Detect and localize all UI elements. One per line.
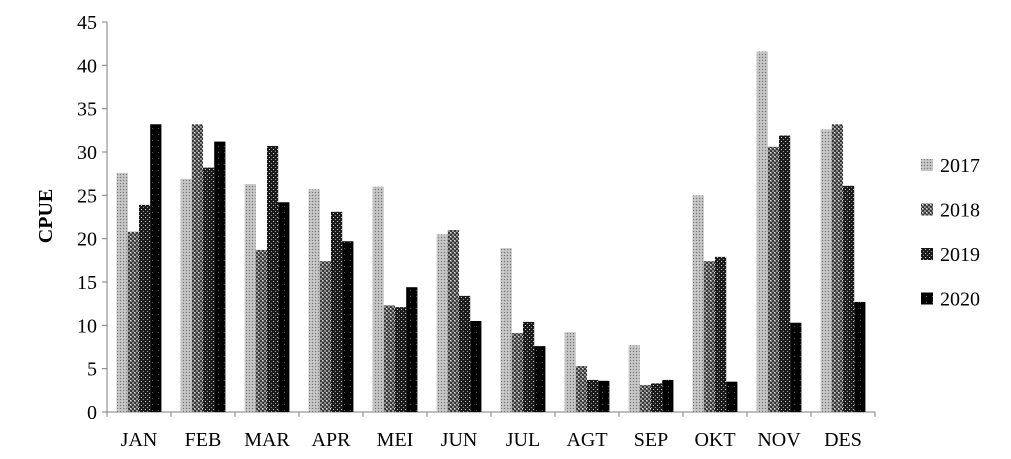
y-tick-label: 30 bbox=[77, 142, 97, 164]
bar-2019-jun bbox=[459, 296, 470, 412]
bar-2020-jan bbox=[150, 124, 161, 412]
x-tick-label: MEI bbox=[377, 429, 414, 451]
bar-2019-feb bbox=[203, 168, 214, 412]
x-tick-label: OKT bbox=[694, 429, 735, 451]
x-tick-label: MAR bbox=[244, 429, 290, 451]
legend-label-2017: 2017 bbox=[940, 155, 980, 177]
bar-2019-des bbox=[843, 186, 854, 412]
bars-layer bbox=[117, 51, 866, 412]
x-tick-label: JAN bbox=[121, 429, 158, 451]
bar-2017-jun bbox=[437, 234, 448, 412]
bar-2019-apr bbox=[331, 212, 342, 412]
bar-2020-okt bbox=[726, 382, 737, 412]
bar-2018-mar bbox=[256, 250, 267, 412]
bar-2018-des bbox=[832, 124, 843, 412]
bar-2018-apr bbox=[320, 261, 331, 412]
bar-2020-jul bbox=[534, 346, 545, 412]
bar-2018-mei bbox=[384, 305, 395, 412]
bar-2020-mar bbox=[278, 202, 289, 412]
y-tick-label: 0 bbox=[87, 402, 97, 424]
bar-2017-mei bbox=[373, 187, 384, 412]
y-axis-title: CPUE bbox=[35, 189, 57, 243]
x-tick-label: SEP bbox=[634, 429, 668, 451]
bar-2018-jul bbox=[512, 333, 523, 412]
x-tick-label: FEB bbox=[185, 429, 222, 451]
legend-label-2019: 2019 bbox=[940, 244, 980, 266]
bar-2019-mei bbox=[395, 307, 406, 412]
bar-2020-des bbox=[854, 302, 865, 412]
bar-2020-jun bbox=[470, 321, 481, 412]
x-tick-label: DES bbox=[824, 429, 862, 451]
category-labels: JAN FEB MAR APR MEI JUN JUL AGT SEP OKT NOV DES bbox=[121, 429, 862, 451]
legend-label-2018: 2018 bbox=[940, 200, 980, 222]
bar-2020-agt bbox=[598, 381, 609, 412]
bar-2019-agt bbox=[587, 380, 598, 412]
y-tick-label: 15 bbox=[77, 272, 97, 294]
bar-2017-okt bbox=[693, 195, 704, 412]
bar-2018-jan bbox=[128, 232, 139, 412]
bar-2020-feb bbox=[214, 142, 225, 412]
x-tick-label: JUN bbox=[441, 429, 478, 451]
legend-swatch-2018 bbox=[921, 204, 933, 216]
bar-2020-mei bbox=[406, 287, 417, 412]
bar-2019-okt bbox=[715, 257, 726, 412]
legend-label-2020: 2020 bbox=[940, 289, 980, 311]
bar-2020-nov bbox=[790, 323, 801, 412]
bar-2019-jan bbox=[139, 205, 150, 412]
bar-2017-mar bbox=[245, 184, 256, 412]
legend-swatch-2019 bbox=[921, 248, 933, 260]
bar-2019-jul bbox=[523, 322, 534, 412]
legend: 2017 2018 2019 2020 bbox=[921, 155, 980, 311]
x-tick-label: AGT bbox=[566, 429, 607, 451]
legend-swatch-2020 bbox=[921, 293, 933, 305]
bar-2017-agt bbox=[565, 332, 576, 412]
x-tick-label: NOV bbox=[757, 429, 801, 451]
bar-2017-feb bbox=[181, 179, 192, 412]
bar-2020-sep bbox=[662, 380, 673, 412]
bar-2018-feb bbox=[192, 124, 203, 412]
bar-2017-des bbox=[821, 129, 832, 412]
bar-2019-sep bbox=[651, 383, 662, 412]
y-tick-label: 40 bbox=[77, 55, 97, 77]
bar-2017-nov bbox=[757, 51, 768, 412]
legend-swatch-2017 bbox=[921, 159, 933, 171]
y-tick-label: 35 bbox=[77, 99, 97, 121]
bar-2017-jan bbox=[117, 173, 128, 412]
bar-2017-sep bbox=[629, 345, 640, 412]
bar-2020-apr bbox=[342, 241, 353, 412]
bar-2018-okt bbox=[704, 261, 715, 412]
x-tick-label: APR bbox=[312, 429, 352, 451]
x-tick-label: JUL bbox=[506, 429, 540, 451]
bar-2019-mar bbox=[267, 146, 278, 412]
y-tick-label: 20 bbox=[77, 229, 97, 251]
bar-2017-apr bbox=[309, 189, 320, 412]
bar-2018-sep bbox=[640, 385, 651, 412]
bar-2018-nov bbox=[768, 147, 779, 412]
y-tick-label: 45 bbox=[77, 12, 97, 34]
bar-2018-agt bbox=[576, 366, 587, 412]
y-tick-label: 25 bbox=[77, 185, 97, 207]
bar-2018-jun bbox=[448, 230, 459, 412]
y-tick-label: 5 bbox=[87, 359, 97, 381]
y-tick-label: 10 bbox=[77, 315, 97, 337]
bar-2017-jul bbox=[501, 248, 512, 412]
bar-2019-nov bbox=[779, 136, 790, 412]
